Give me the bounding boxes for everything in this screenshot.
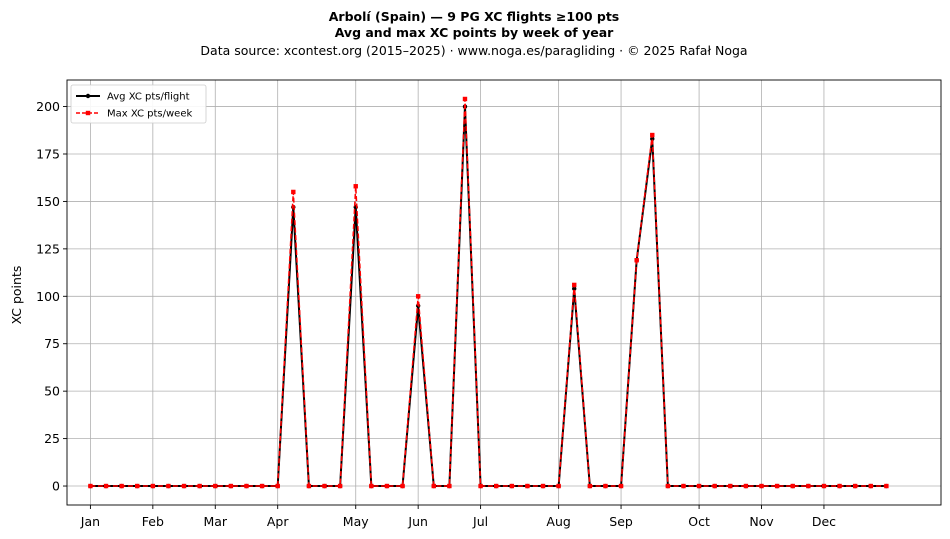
max-point [103, 483, 109, 489]
max-point [259, 483, 265, 489]
max-point [712, 483, 717, 489]
max-point [837, 483, 842, 489]
max-point [228, 483, 234, 489]
max-point [322, 483, 327, 489]
max-point [509, 483, 515, 489]
y-tick-label: 75 [44, 336, 60, 351]
y-tick-label: 100 [36, 289, 60, 304]
max-point [478, 483, 483, 489]
x-tick-label-apr: Apr [267, 514, 289, 529]
max-point [556, 483, 561, 489]
chart-title-line2: Avg and max XC points by week of year [335, 25, 614, 40]
max-point [197, 483, 202, 489]
avg-point [572, 286, 577, 291]
max-point [696, 483, 702, 489]
axis-ticks: 0 25 50 75 100 125 150 175 200 Jan Feb Mar Apr May Jun… [36, 99, 836, 529]
legend-marker-max [85, 110, 91, 116]
max-point [852, 483, 858, 489]
max-point [618, 483, 624, 489]
series-max-line [90, 98, 887, 487]
plot-frame [66, 79, 942, 506]
x-tick-label-jan: Jan [80, 514, 100, 529]
max-point [400, 483, 405, 489]
legend-marker-avg [85, 93, 91, 99]
max-point [119, 483, 124, 489]
max-point [540, 483, 546, 489]
legend-label-avg: Avg XC pts/flight [107, 92, 190, 103]
y-axis-label: XC points [9, 266, 24, 325]
max-point [291, 189, 296, 195]
x-tick-label-mar: Mar [203, 514, 227, 529]
max-point [868, 483, 873, 489]
max-point [587, 483, 593, 489]
max-point [150, 483, 156, 489]
legend: Avg XC pts/flight Max XC pts/week [70, 84, 207, 124]
y-tick-label: 50 [44, 384, 60, 399]
max-point [759, 483, 764, 489]
max-point [728, 483, 733, 489]
max-point [572, 282, 577, 288]
x-tick-label-may: May [343, 514, 369, 529]
max-point [806, 483, 811, 489]
max-point [462, 96, 468, 102]
max-point [369, 483, 374, 489]
max-point [884, 483, 889, 489]
max-point [493, 483, 499, 489]
grid [67, 80, 941, 505]
legend-label-max: Max XC pts/week [107, 109, 192, 120]
x-tick-label-sep: Sep [609, 514, 633, 529]
max-point [181, 483, 187, 489]
max-point [275, 483, 280, 489]
max-point [353, 184, 358, 189]
max-point [525, 483, 530, 489]
max-point [665, 483, 671, 489]
y-tick-label: 0 [52, 479, 60, 494]
max-point [681, 483, 686, 489]
x-tick-label-oct: Oct [688, 514, 710, 529]
max-point [650, 132, 655, 138]
y-tick-label: 175 [36, 146, 60, 161]
max-point [166, 483, 171, 489]
chart-subtitle: Data source: xcontest.org (2015–2025) · … [200, 43, 747, 58]
y-tick-label: 200 [36, 99, 60, 114]
legend-box [70, 84, 207, 124]
max-point [634, 258, 639, 263]
series-max [88, 96, 889, 489]
max-point [135, 483, 140, 489]
x-tick-label-dec: Dec [812, 514, 836, 529]
max-point [384, 483, 390, 489]
max-point [88, 483, 93, 489]
max-point [603, 483, 608, 489]
avg-point [650, 136, 655, 142]
max-point [790, 483, 795, 489]
max-point [774, 483, 780, 489]
x-tick-label-jun: Jun [407, 514, 428, 529]
max-point [821, 483, 827, 489]
y-tick-label: 25 [44, 431, 60, 446]
max-point [306, 483, 312, 489]
max-point [337, 483, 343, 489]
x-tick-label-jul: Jul [472, 514, 488, 529]
x-tick-label-nov: Nov [749, 514, 774, 529]
x-tick-label-aug: Aug [546, 514, 570, 529]
y-tick-label: 150 [36, 194, 60, 209]
series-layer [88, 96, 889, 489]
chart-title-line1: Arbolí (Spain) — 9 PG XC flights ≥100 pt… [329, 9, 619, 24]
max-point [743, 483, 749, 489]
max-point [447, 483, 452, 489]
max-point [213, 483, 218, 489]
y-tick-label: 125 [36, 241, 60, 256]
max-point [415, 294, 421, 299]
max-point [244, 483, 249, 489]
x-tick-label-feb: Feb [142, 514, 164, 529]
max-point [431, 483, 436, 489]
